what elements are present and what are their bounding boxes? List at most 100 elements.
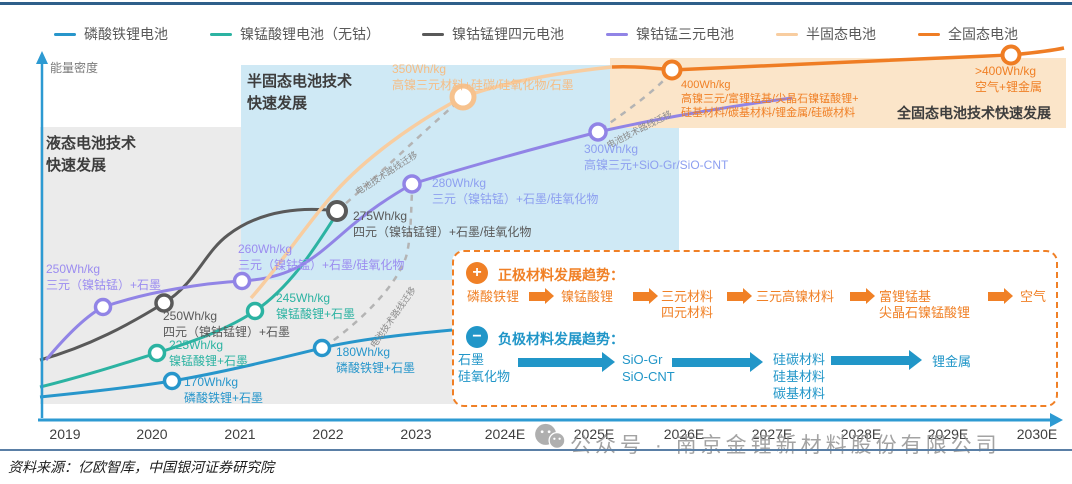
point-label-400plus: >400Wh/kg 空气+锂金属 [975, 64, 1042, 95]
marker-400 [661, 59, 683, 81]
migration-dashed-lines [323, 75, 669, 349]
legend-item-lnmo: 镍锰酸锂电池（无钴） [210, 24, 380, 44]
cathode-item-line: 四元材料 [661, 305, 714, 321]
legend-label: 镍钴锰三元电池 [636, 26, 734, 42]
phase-label-line: 快速发展 [46, 156, 107, 174]
point-label-250-quaternary: 250Wh/kg 四元（镍钴锰锂）+石墨 [163, 309, 290, 340]
point-desc: 磷酸铁锂+石墨 [184, 390, 264, 405]
phase-label-semisolid: 半固态电池技术 快速发展 [247, 71, 352, 115]
arrow-right-icon [529, 288, 554, 304]
x-tick-2024e: 2024E [484, 426, 526, 442]
curve-allsolid [611, 46, 1065, 72]
arrow-right-icon [633, 288, 658, 304]
x-tick-2029e: 2029E [927, 426, 969, 442]
legend-swatch [422, 32, 444, 36]
x-tick-2021: 2021 [224, 426, 256, 442]
anode-item-li-metal: 锂金属 [932, 354, 971, 371]
long-arrow-right-icon [672, 352, 763, 372]
point-label-180: 180Wh/kg 磷酸铁锂+石墨 [336, 345, 415, 376]
marker-180 [312, 338, 332, 358]
legend-item-lfp: 磷酸铁锂电池 [54, 24, 168, 44]
arrow-right-icon [988, 288, 1013, 304]
point-desc: 空气+锂金属 [975, 79, 1043, 94]
marker-250-quaternary [154, 293, 174, 313]
cathode-item-li-rich: 富锂锰基 尖晶石镍锰酸锂 [879, 289, 970, 322]
legend-label: 磷酸铁锂电池 [84, 26, 168, 42]
axes [36, 51, 1063, 427]
curve-ncm [44, 96, 793, 361]
plus-icon: + [466, 262, 488, 284]
legend-label: 镍锰酸锂电池（无钴） [240, 26, 380, 42]
marker-170 [162, 371, 182, 391]
anode-item-sio: SiO-Gr SiO-CNT [622, 352, 675, 386]
x-tick-2028e: 2028E [840, 426, 882, 442]
arrow-right-icon [727, 288, 752, 304]
cathode-item-line: 尖晶石镍锰酸锂 [879, 305, 971, 321]
legend-swatch [606, 32, 628, 36]
point-value: 180Wh/kg [336, 345, 391, 359]
long-arrow-right-icon [518, 352, 615, 372]
arrow-right-icon [850, 288, 875, 304]
x-tick-2026e: 2026E [663, 426, 705, 442]
point-value: 400Wh/kg [681, 79, 731, 91]
material-trend-box: + 正极材料发展趋势： 磷酸铁锂 镍锰酸锂 三元材料 四元材料 三元高镍材料 富… [452, 250, 1058, 407]
marker-245 [245, 301, 265, 321]
point-label-225: 225Wh/kg 镍锰酸锂+石墨 [169, 338, 248, 369]
marker-300 [588, 122, 608, 142]
cathode-item-ternary-quaternary: 三元材料 四元材料 [661, 289, 713, 322]
point-desc: 三元（镍钴锰）+石墨/硅氧化物 [238, 257, 405, 272]
point-desc: 磷酸铁锂+石墨 [336, 360, 416, 375]
curve-quaternary [39, 207, 338, 362]
wechat-icon [535, 423, 566, 450]
anode-item-line: 硅碳材料 [773, 352, 826, 367]
migration-line-ncm-to-allsolid [600, 75, 669, 131]
anode-item-line: 石墨 [458, 352, 485, 367]
anode-item-line: 锂金属 [932, 354, 972, 369]
marker-400plus [1000, 44, 1022, 66]
marker-260 [232, 271, 252, 291]
x-tick-2030e: 2030E [1016, 426, 1058, 442]
legend-swatch [54, 32, 76, 36]
point-label-300: 300Wh/kg 高镍三元+SiO-Gr/SiO-CNT [584, 142, 728, 173]
x-tick-2020: 2020 [136, 426, 168, 442]
y-axis-label: 能量密度 [50, 61, 99, 75]
point-value: 245Wh/kg [276, 291, 331, 305]
legend-item-ncm: 镍钴锰三元电池 [606, 24, 734, 44]
data-point-markers [93, 44, 1022, 391]
minus-icon: − [466, 326, 488, 348]
cathode-item-lnmo: 镍锰酸锂 [561, 289, 613, 305]
x-tick-2022: 2022 [312, 426, 344, 442]
legend-label: 全固态电池 [948, 26, 1018, 42]
point-value: 280Wh/kg [432, 176, 487, 190]
point-value: 350Wh/kg [392, 62, 447, 76]
x-tick-2025e: 2025E [573, 426, 615, 442]
anode-item-line: 硅基材料 [773, 368, 826, 384]
anode-item-graphite: 石墨 硅氧化物 [458, 352, 510, 386]
point-value: 225Wh/kg [169, 338, 224, 352]
legend-item-quaternary: 镍钴锰锂四元电池 [422, 24, 564, 44]
point-label-350: 350Wh/kg 高镍三元材料+硅碳/硅氧化物/石墨 [392, 62, 574, 93]
marker-225 [147, 343, 167, 363]
point-desc: 三元（镍钴锰）+石墨 [46, 277, 162, 292]
point-label-170: 170Wh/kg 磷酸铁锂+石墨 [184, 375, 263, 406]
point-value: >400Wh/kg [975, 64, 1037, 78]
point-value: 250Wh/kg [163, 309, 218, 323]
source-note: 资料来源：亿欧智库，中国银河证券研究院 [8, 461, 274, 476]
anode-item-line: SiO-CNT [622, 368, 675, 384]
x-tick-2023: 2023 [400, 426, 432, 442]
cathode-item-lfp: 磷酸铁锂 [467, 289, 519, 305]
point-desc: 高镍三元/富锂锰基/尖晶石镍锰酸锂+ [681, 92, 859, 105]
bottom-divider [0, 449, 1072, 451]
legend-item-semisolid: 半固态电池 [776, 24, 876, 44]
point-label-245: 245Wh/kg 镍锰酸锂+石墨 [276, 291, 355, 322]
cathode-item-line: 空气 [1020, 289, 1047, 304]
marker-280 [402, 174, 422, 194]
cathode-item-line: 磷酸铁锂 [467, 289, 520, 304]
legend: 磷酸铁锂电池 镍锰酸锂电池（无钴） 镍钴锰锂四元电池 镍钴锰三元电池 半固态电池… [0, 24, 1072, 44]
phase-label-line: 快速发展 [247, 94, 308, 112]
cathode-item-air: 空气 [1020, 289, 1046, 305]
phase-label-liquid: 液态电池技术 快速发展 [46, 133, 136, 177]
point-desc: 四元（镍钴锰锂）+石墨 [163, 324, 291, 339]
